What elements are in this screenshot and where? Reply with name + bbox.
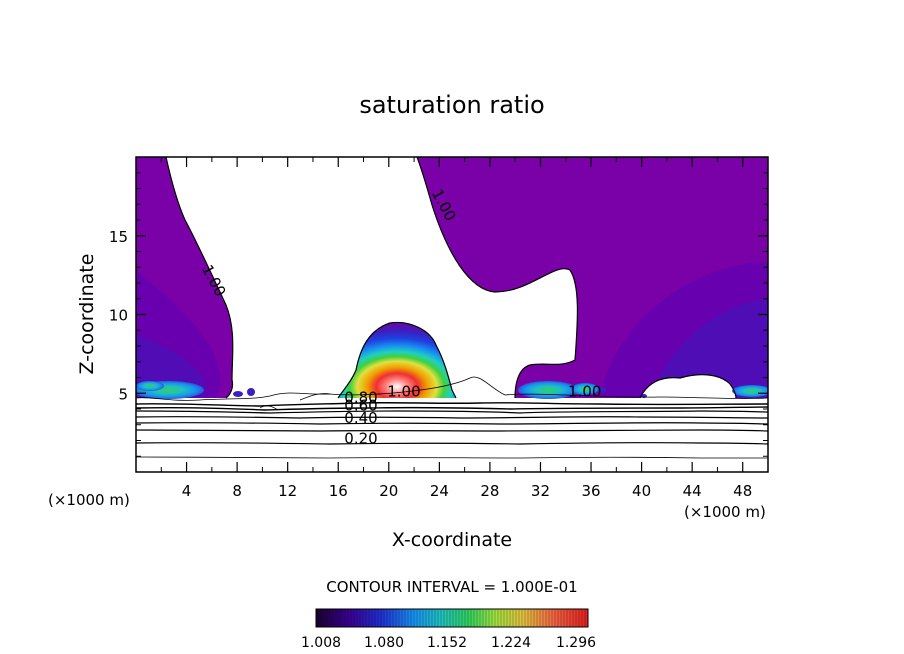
contour-label: 1.00 — [387, 382, 420, 400]
x-tick-label: 20 — [379, 482, 398, 500]
contour-label: 1.00 — [568, 382, 601, 400]
x-tick-label: 28 — [480, 482, 499, 500]
y-axis-title: Z-coordinate — [76, 254, 98, 375]
y-tick-label: 15 — [109, 228, 128, 246]
contour-label: 0.40 — [344, 409, 377, 427]
filled-regions — [136, 157, 768, 459]
colorbar — [315, 608, 589, 628]
left-low-patch-2 — [136, 381, 164, 391]
y-tick-label: 10 — [109, 307, 128, 325]
colorbar-tick-label: 1.224 — [491, 635, 531, 651]
far-right-low-patch — [732, 385, 768, 397]
x-tick-label: 44 — [683, 482, 702, 500]
x-tick-label: 32 — [531, 482, 550, 500]
x-unit-left: (×1000 m) — [48, 491, 130, 509]
x-tick-label: 8 — [232, 482, 242, 500]
central-mound — [338, 322, 456, 398]
colorbar-tick-label: 1.296 — [556, 635, 596, 651]
x-tick-label: 16 — [329, 482, 348, 500]
contour-label: 0.80 — [344, 389, 377, 407]
contour-interval-label: CONTOUR INTERVAL = 1.000E-01 — [326, 578, 577, 596]
contour-label: 0.20 — [344, 430, 377, 448]
right-core-region — [650, 300, 768, 398]
x-unit-right: (×1000 m) — [684, 503, 766, 521]
y-tick-label: 5 — [118, 385, 128, 403]
x-axis: 4 8 12 16 20 24 28 32 36 40 44 48 — [160, 157, 752, 500]
subsaturated-contours — [136, 376, 768, 459]
right-low-patch-2 — [571, 383, 599, 395]
colorbar-stripes — [317, 609, 586, 627]
small-blob — [247, 388, 255, 396]
right-dry-pocket — [640, 374, 736, 398]
x-tick-label: 24 — [430, 482, 449, 500]
x-tick-label: 48 — [733, 482, 752, 500]
x-tick-label: 40 — [632, 482, 651, 500]
x-tick-label: 36 — [581, 482, 600, 500]
contour-1-00 — [165, 157, 737, 399]
x-tick-label: 4 — [182, 482, 192, 500]
colorbar-ticks: 1.008 1.080 1.152 1.224 1.296 — [301, 635, 596, 651]
contour-label: 0.60 — [344, 397, 377, 415]
y-axis: 5 10 15 — [109, 172, 768, 457]
small-blob — [233, 391, 243, 397]
chart-title: saturation ratio — [359, 91, 544, 119]
x-axis-title: X-coordinate — [392, 529, 512, 551]
colorbar-tick-label: 1.152 — [427, 635, 467, 651]
colorbar-tick-label: 1.008 — [301, 635, 341, 651]
small-blob — [600, 387, 606, 393]
colorbar-tick-label: 1.080 — [364, 635, 404, 651]
x-tick-label: 12 — [278, 482, 297, 500]
